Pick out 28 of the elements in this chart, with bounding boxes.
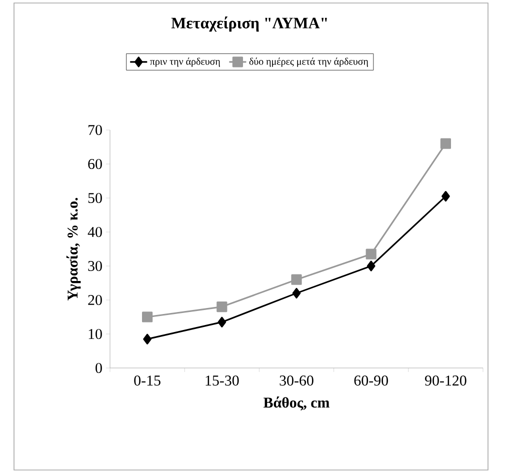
- point: [143, 334, 152, 344]
- y-tick-label: 20: [88, 294, 102, 306]
- point: [440, 138, 452, 149]
- point: [292, 288, 301, 298]
- y-tick-label: 40: [88, 226, 102, 238]
- point: [142, 312, 153, 322]
- legend-label: δύο ημέρες μετά την άρδευση: [249, 58, 368, 67]
- x-tick-label: 30-60: [280, 376, 314, 386]
- x-tick-label: 15-30: [206, 376, 239, 386]
- x-tick-label: 90-120: [425, 376, 466, 386]
- chart-title: Μεταχείριση "ΛΥΜΑ": [171, 16, 327, 32]
- point: [366, 248, 376, 260]
- x-tick-label: 60-90: [354, 376, 388, 386]
- point: [216, 301, 228, 312]
- y-axis-title: Υγρασία, % κ.ο.: [66, 198, 81, 300]
- y-tick-label: 0: [96, 362, 102, 374]
- y-tick-label: 50: [88, 192, 102, 204]
- point: [366, 260, 376, 272]
- x-tick-label: 0-15: [134, 376, 160, 386]
- point: [442, 190, 450, 202]
- y-tick-label: 10: [88, 328, 102, 340]
- y-tick-label: 30: [88, 260, 102, 272]
- legend-label: πριν την άρδευση: [150, 58, 220, 67]
- y-tick-label: 60: [88, 158, 102, 170]
- point: [291, 274, 302, 285]
- x-axis-title: Βάθος, cm: [264, 396, 330, 410]
- point: [218, 316, 226, 328]
- y-tick-label: 70: [88, 124, 102, 136]
